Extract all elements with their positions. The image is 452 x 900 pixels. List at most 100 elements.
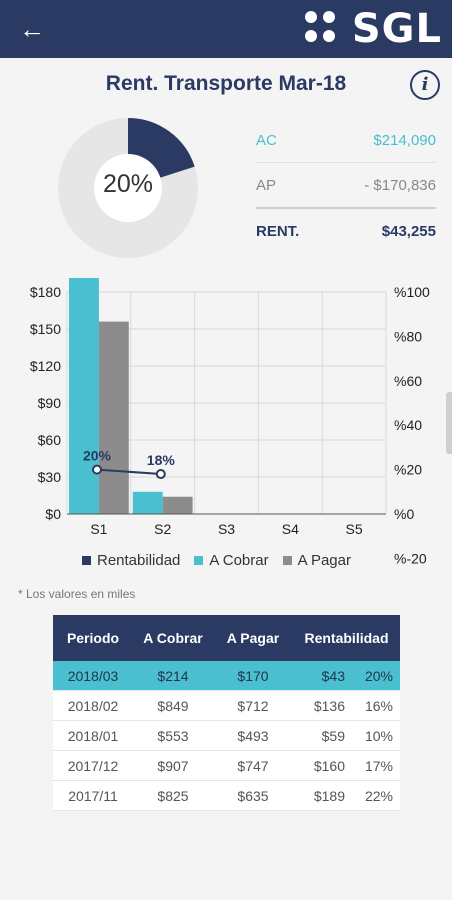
y-tick-left: $120	[30, 358, 61, 374]
ap-label: AP	[256, 176, 277, 194]
line-rentabilidad	[96, 468, 161, 476]
cell-a-cobrar: $214	[157, 667, 189, 684]
cell-rent: $59	[321, 727, 345, 744]
header-periodo: Periodo	[66, 630, 120, 646]
dots-logo-icon	[305, 11, 335, 42]
donut-hole	[94, 154, 162, 222]
summary-panel: AC $214,090 AP - $170,836 RENT. $43,255	[256, 118, 436, 253]
y-tick-right: %-20	[394, 550, 427, 566]
y-tick-right: %0	[394, 506, 414, 522]
legend-swatch-teal	[194, 556, 204, 565]
logo-text: SGL	[351, 6, 442, 52]
rent-value: $43,255	[381, 222, 436, 240]
y-tick-right: %60	[394, 373, 422, 389]
legend-label: A Pagar	[297, 552, 351, 569]
y-tick-right: %80	[394, 328, 422, 344]
x-tick: S4	[282, 521, 299, 537]
legend-swatch-gray	[282, 556, 292, 565]
x-tick: S2	[154, 521, 171, 537]
legend-swatch-navy	[82, 556, 91, 565]
cell-a-pagar: $493	[237, 727, 269, 744]
cell-rent: $160	[313, 757, 345, 774]
y-tick-left: $180	[30, 284, 61, 300]
header-a-pagar: A Pagar	[226, 630, 280, 646]
y-tick-left: $90	[38, 395, 62, 411]
cell-a-pagar: $635	[237, 787, 269, 804]
bar-a-cobrar	[132, 491, 163, 514]
cell-rent: $189	[313, 787, 345, 804]
bar-chart: $180 $150 $120 $90 $60 $30 $0 %100 %80 %60 %40 %20%…	[30, 278, 430, 566]
summary-row-ap: AP - $170,836	[256, 163, 436, 209]
cell-a-pagar: $170	[237, 667, 269, 684]
app-bar: ← SGL	[0, 0, 452, 58]
bar-a-pagar	[98, 321, 129, 514]
data-label-rentabilidad: 18%	[147, 452, 176, 468]
arrow-left-icon: ←	[19, 14, 45, 44]
cell-rent-pct: 16%	[364, 697, 393, 714]
values-note: * Los valores en miles	[18, 587, 136, 601]
table-row[interactable]: 2018/03 $214 $170 $43 20%	[53, 661, 400, 691]
donut-fill	[58, 118, 198, 258]
back-button[interactable]: ←	[14, 12, 50, 46]
cell-rent: $43	[321, 667, 345, 684]
table-header: Periodo A Cobrar A Pagar Rentabilidad	[53, 615, 400, 661]
periods-table: Periodo A Cobrar A Pagar Rentabilidad 20…	[53, 615, 400, 811]
data-label-rentabilidad: 20%	[83, 448, 112, 464]
x-tick: S1	[90, 521, 107, 537]
info-button[interactable]: i	[410, 70, 440, 100]
donut-chart	[58, 118, 198, 258]
legend-label: A Cobrar	[209, 552, 269, 569]
cell-periodo: 2017/12	[67, 757, 119, 774]
cell-rent-pct: 22%	[364, 787, 393, 804]
table-row[interactable]: 2018/01 $553 $493 $59 10%	[53, 721, 400, 751]
legend-label: Rentabilidad	[97, 552, 181, 569]
table-row[interactable]: 2018/02 $849 $712 $136 16%	[53, 691, 400, 721]
legend-a-cobrar: A Cobrar	[194, 552, 269, 569]
cell-a-cobrar: $907	[157, 757, 189, 774]
legend-a-pagar: A Pagar	[282, 552, 351, 569]
donut-percent-label: 20%	[102, 170, 154, 198]
y-tick-left: $0	[45, 506, 61, 522]
bar-a-cobrar	[69, 278, 99, 514]
page-title: Rent. Transporte Mar-18	[105, 72, 347, 95]
cell-periodo: 2018/01	[67, 727, 119, 744]
ac-label: AC	[256, 131, 277, 149]
x-tick: S3	[218, 521, 235, 537]
legend-rentabilidad: Rentabilidad	[82, 552, 180, 569]
edge-scroll-handle[interactable]	[446, 392, 452, 454]
point-rentabilidad	[155, 469, 166, 480]
cell-a-pagar: $747	[237, 757, 269, 774]
cell-periodo: 2018/02	[67, 697, 119, 714]
y-tick-right: %40	[394, 417, 422, 433]
cell-a-cobrar: $825	[157, 787, 189, 804]
table-row[interactable]: 2017/12 $907 $747 $160 17%	[53, 751, 400, 781]
cell-a-cobrar: $849	[157, 697, 189, 714]
point-rentabilidad	[92, 464, 102, 475]
y-tick-left: $150	[30, 321, 61, 337]
table-row[interactable]: 2017/11 $825 $635 $189 22%	[53, 781, 400, 811]
y-tick-left: $30	[38, 469, 62, 485]
cell-periodo: 2018/03	[67, 667, 119, 684]
cell-a-cobrar: $553	[157, 727, 189, 744]
cell-rent-pct: 20%	[364, 667, 393, 684]
cell-rent: $136	[313, 697, 345, 714]
logo: SGL	[302, 4, 442, 52]
cell-periodo: 2017/11	[68, 787, 118, 804]
header-a-cobrar: A Cobrar	[143, 630, 203, 646]
summary-row-ac: AC $214,090	[256, 118, 436, 163]
info-icon: i	[421, 74, 429, 95]
rent-label: RENT.	[256, 222, 300, 240]
y-tick-right: %20	[394, 462, 422, 478]
header-rentabilidad: Rentabilidad	[304, 630, 389, 646]
y-tick-left: $60	[38, 432, 62, 448]
y-tick-right: %100	[394, 284, 430, 300]
chart-legend: Rentabilidad A Cobrar A Pagar	[82, 552, 351, 569]
cell-a-pagar: $712	[237, 697, 269, 714]
bar-a-pagar	[162, 496, 193, 514]
cell-rent-pct: 17%	[364, 757, 393, 774]
cell-rent-pct: 10%	[364, 727, 393, 744]
summary-row-rent: RENT. $43,255	[256, 209, 436, 253]
ac-value: $214,090	[373, 131, 436, 149]
ap-value: - $170,836	[364, 176, 436, 194]
x-tick: S5	[346, 521, 363, 537]
